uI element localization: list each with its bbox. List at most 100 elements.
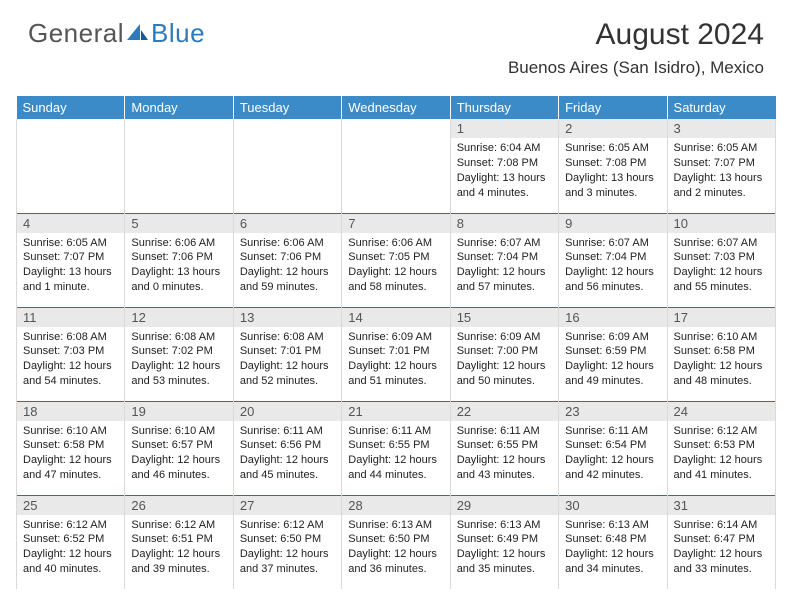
calendar-cell: 7Sunrise: 6:06 AMSunset: 7:05 PMDaylight…: [342, 213, 450, 307]
daylight-line: Daylight: 12 hours and 40 minutes.: [23, 547, 118, 577]
day-details: Sunrise: 6:12 AMSunset: 6:51 PMDaylight:…: [125, 515, 232, 581]
sunset-line: Sunset: 6:52 PM: [23, 532, 118, 547]
day-number: 7: [342, 214, 449, 233]
day-number: 31: [668, 496, 775, 515]
calendar-cell: 27Sunrise: 6:12 AMSunset: 6:50 PMDayligh…: [233, 495, 341, 589]
sunrise-line: Sunrise: 6:13 AM: [348, 518, 443, 533]
calendar-cell: [233, 119, 341, 213]
daylight-line: Daylight: 12 hours and 48 minutes.: [674, 359, 769, 389]
day-details: Sunrise: 6:12 AMSunset: 6:50 PMDaylight:…: [234, 515, 341, 581]
calendar-cell: 10 Sunrise: 6:07 AMSunset: 7:03 PMDayligh…: [667, 213, 775, 307]
sunset-line: Sunset: 6:59 PM: [565, 344, 660, 359]
day-number: 26: [125, 496, 232, 515]
calendar-week-row: 1Sunrise: 6:04 AMSunset: 7:08 PMDaylight…: [17, 119, 776, 213]
sunrise-line: Sunrise: 6:11 AM: [348, 424, 443, 439]
sunset-line: Sunset: 7:08 PM: [457, 156, 552, 171]
day-details: Sunrise: 6:05 AMSunset: 7:07 PMDaylight:…: [17, 233, 124, 299]
day-number: 1: [451, 119, 558, 138]
day-number: 5: [125, 214, 232, 233]
sunset-line: Sunset: 6:55 PM: [348, 438, 443, 453]
sunrise-line: Sunrise: 6:05 AM: [565, 141, 660, 156]
day-header: Monday: [125, 96, 233, 119]
sunset-line: Sunset: 6:55 PM: [457, 438, 552, 453]
calendar-cell: [125, 119, 233, 213]
calendar-week-row: 18Sunrise: 6:10 AMSunset: 6:58 PMDayligh…: [17, 401, 776, 495]
calendar-cell: 18Sunrise: 6:10 AMSunset: 6:58 PMDayligh…: [17, 401, 125, 495]
calendar-cell: 8Sunrise: 6:07 AMSunset: 7:04 PMDaylight…: [450, 213, 558, 307]
calendar-cell: 15Sunrise: 6:09 AMSunset: 7:00 PMDayligh…: [450, 307, 558, 401]
calendar-cell: 13Sunrise: 6:08 AMSunset: 7:01 PMDayligh…: [233, 307, 341, 401]
calendar-cell: 21Sunrise: 6:11 AMSunset: 6:55 PMDayligh…: [342, 401, 450, 495]
day-number: 21: [342, 402, 449, 421]
sunset-line: Sunset: 7:06 PM: [240, 250, 335, 265]
calendar-cell: 26Sunrise: 6:12 AMSunset: 6:51 PMDayligh…: [125, 495, 233, 589]
daylight-line: Daylight: 13 hours and 1 minute.: [23, 265, 118, 295]
sunset-line: Sunset: 6:54 PM: [565, 438, 660, 453]
sunset-line: Sunset: 6:47 PM: [674, 532, 769, 547]
sunrise-line: Sunrise: 6:10 AM: [131, 424, 226, 439]
day-details: Sunrise: 6:09 AMSunset: 6:59 PMDaylight:…: [559, 327, 666, 393]
sunset-line: Sunset: 7:00 PM: [457, 344, 552, 359]
sunrise-line: Sunrise: 6:14 AM: [674, 518, 769, 533]
sunset-line: Sunset: 7:07 PM: [23, 250, 118, 265]
calendar-cell: 22Sunrise: 6:11 AMSunset: 6:55 PMDayligh…: [450, 401, 558, 495]
daylight-line: Daylight: 13 hours and 3 minutes.: [565, 171, 660, 201]
day-number: 8: [451, 214, 558, 233]
calendar-body: 1Sunrise: 6:04 AMSunset: 7:08 PMDaylight…: [17, 119, 776, 589]
day-details: Sunrise: 6:07 AMSunset: 7:04 PMDaylight:…: [559, 233, 666, 299]
daylight-line: Daylight: 12 hours and 55 minutes.: [674, 265, 769, 295]
daylight-line: Daylight: 12 hours and 46 minutes.: [131, 453, 226, 483]
day-number: 10: [668, 214, 775, 233]
sunset-line: Sunset: 7:04 PM: [565, 250, 660, 265]
daylight-line: Daylight: 12 hours and 37 minutes.: [240, 547, 335, 577]
sunrise-line: Sunrise: 6:06 AM: [131, 236, 226, 251]
daylight-line: Daylight: 12 hours and 56 minutes.: [565, 265, 660, 295]
sunrise-line: Sunrise: 6:11 AM: [240, 424, 335, 439]
sunrise-line: Sunrise: 6:12 AM: [131, 518, 226, 533]
day-header: Wednesday: [342, 96, 450, 119]
month-title: August 2024: [508, 18, 764, 52]
sunset-line: Sunset: 7:02 PM: [131, 344, 226, 359]
sunset-line: Sunset: 7:05 PM: [348, 250, 443, 265]
day-details: Sunrise: 6:06 AMSunset: 7:06 PMDaylight:…: [234, 233, 341, 299]
sunrise-line: Sunrise: 6:12 AM: [674, 424, 769, 439]
sunset-line: Sunset: 6:49 PM: [457, 532, 552, 547]
sunrise-line: Sunrise: 6:06 AM: [348, 236, 443, 251]
sunset-line: Sunset: 7:03 PM: [674, 250, 769, 265]
sunrise-line: Sunrise: 6:12 AM: [240, 518, 335, 533]
sunrise-line: Sunrise: 6:09 AM: [565, 330, 660, 345]
day-details: Sunrise: 6:11 AMSunset: 6:55 PMDaylight:…: [451, 421, 558, 487]
daylight-line: Daylight: 12 hours and 42 minutes.: [565, 453, 660, 483]
daylight-line: Daylight: 12 hours and 47 minutes.: [23, 453, 118, 483]
daylight-line: Daylight: 12 hours and 51 minutes.: [348, 359, 443, 389]
sunset-line: Sunset: 7:01 PM: [348, 344, 443, 359]
day-number: 2: [559, 119, 666, 138]
day-number: 3: [668, 119, 775, 138]
sunrise-line: Sunrise: 6:11 AM: [565, 424, 660, 439]
location-text: Buenos Aires (San Isidro), Mexico: [508, 58, 764, 78]
day-number: 28: [342, 496, 449, 515]
day-header: Tuesday: [233, 96, 341, 119]
sunset-line: Sunset: 7:03 PM: [23, 344, 118, 359]
day-details: Sunrise: 6:10 AMSunset: 6:58 PMDaylight:…: [17, 421, 124, 487]
day-details: Sunrise: 6:04 AMSunset: 7:08 PMDaylight:…: [451, 138, 558, 204]
sunset-line: Sunset: 6:50 PM: [348, 532, 443, 547]
day-header: Sunday: [17, 96, 125, 119]
daylight-line: Daylight: 12 hours and 36 minutes.: [348, 547, 443, 577]
day-number: 18: [17, 402, 124, 421]
day-details: Sunrise: 6:08 AMSunset: 7:02 PMDaylight:…: [125, 327, 232, 393]
calendar-head: SundayMondayTuesdayWednesdayThursdayFrid…: [17, 96, 776, 119]
sunset-line: Sunset: 7:08 PM: [565, 156, 660, 171]
day-number: 30: [559, 496, 666, 515]
calendar-cell: 4Sunrise: 6:05 AMSunset: 7:07 PMDaylight…: [17, 213, 125, 307]
sunrise-line: Sunrise: 6:07 AM: [674, 236, 769, 251]
calendar-week-row: 11Sunrise: 6:08 AMSunset: 7:03 PMDayligh…: [17, 307, 776, 401]
daylight-line: Daylight: 12 hours and 57 minutes.: [457, 265, 552, 295]
day-details: Sunrise: 6:12 AMSunset: 6:52 PMDaylight:…: [17, 515, 124, 581]
day-number: 25: [17, 496, 124, 515]
calendar-cell: 23Sunrise: 6:11 AMSunset: 6:54 PMDayligh…: [559, 401, 667, 495]
day-number: 27: [234, 496, 341, 515]
calendar-cell: 14Sunrise: 6:09 AMSunset: 7:01 PMDayligh…: [342, 307, 450, 401]
sunset-line: Sunset: 6:57 PM: [131, 438, 226, 453]
sunrise-line: Sunrise: 6:09 AM: [457, 330, 552, 345]
